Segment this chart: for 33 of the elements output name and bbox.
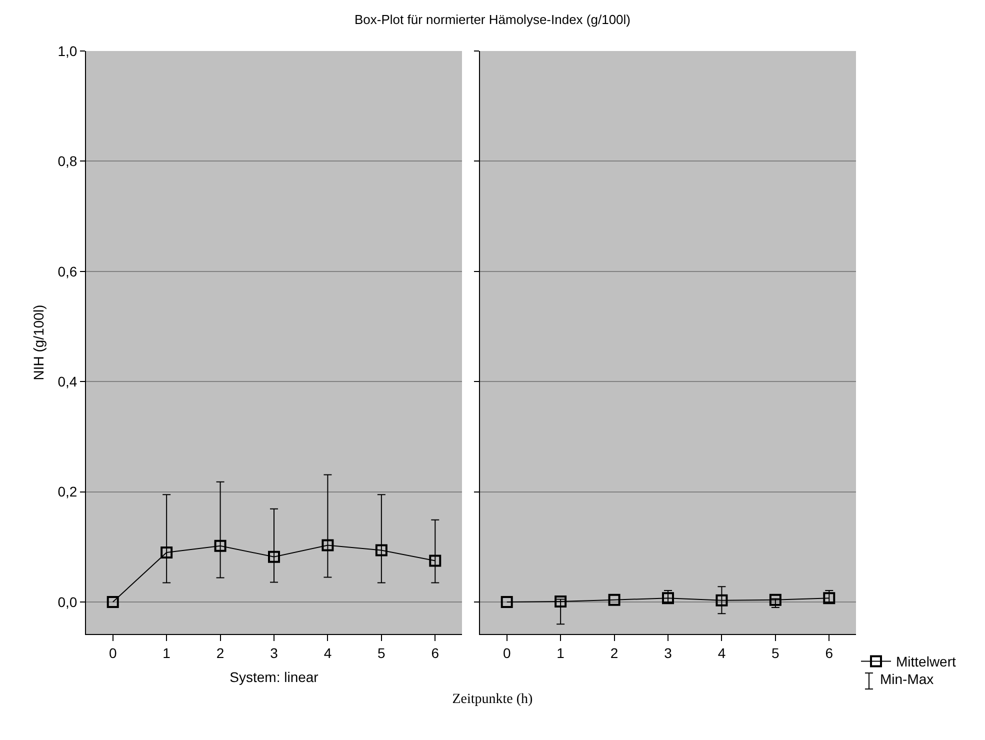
text: Box-Plot für normierter Hämolyse-Index (g/100l) (354, 12, 632, 27)
x-tick-label: 0 (108, 644, 117, 661)
point (375, 544, 388, 556)
x-axis-title: System: linear (230, 669, 319, 686)
y-tick-label: 0,0 (58, 594, 78, 610)
point (322, 539, 334, 552)
x-tick-label: 1 (556, 644, 565, 661)
text: Min-Max (880, 671, 934, 687)
x-tick-label: 5 (772, 644, 780, 661)
x-tick-label: 3 (664, 644, 672, 661)
y-axis-title: NIH (g/100l) (30, 304, 46, 380)
point (106, 596, 119, 608)
y-tick-label: 0,4 (58, 374, 78, 390)
x-tick-label: 1 (162, 644, 171, 661)
y-tick-label: 0,2 (58, 484, 78, 500)
text: Zeitpunkte (h) (451, 692, 534, 708)
point (160, 546, 173, 558)
x-tick-label: 2 (610, 644, 618, 661)
x-tick-label: 3 (270, 644, 278, 661)
y-tick-label: 1,0 (58, 42, 78, 59)
point (268, 550, 280, 563)
x-tick-label: 4 (718, 644, 726, 661)
x-tick-label: 4 (324, 644, 332, 661)
y-tick-label: 0,6 (58, 263, 78, 280)
x-tick-label: 5 (378, 644, 386, 661)
x-tick-label: 0 (502, 644, 511, 661)
x-tick-label: 6 (431, 644, 440, 661)
point (429, 554, 442, 567)
y-tick-label: 0,8 (58, 153, 78, 170)
legend-label: Mittelwert (896, 654, 956, 670)
x-tick-label: 6 (825, 644, 834, 661)
point (214, 540, 226, 552)
x-tick-label: 2 (216, 644, 224, 661)
